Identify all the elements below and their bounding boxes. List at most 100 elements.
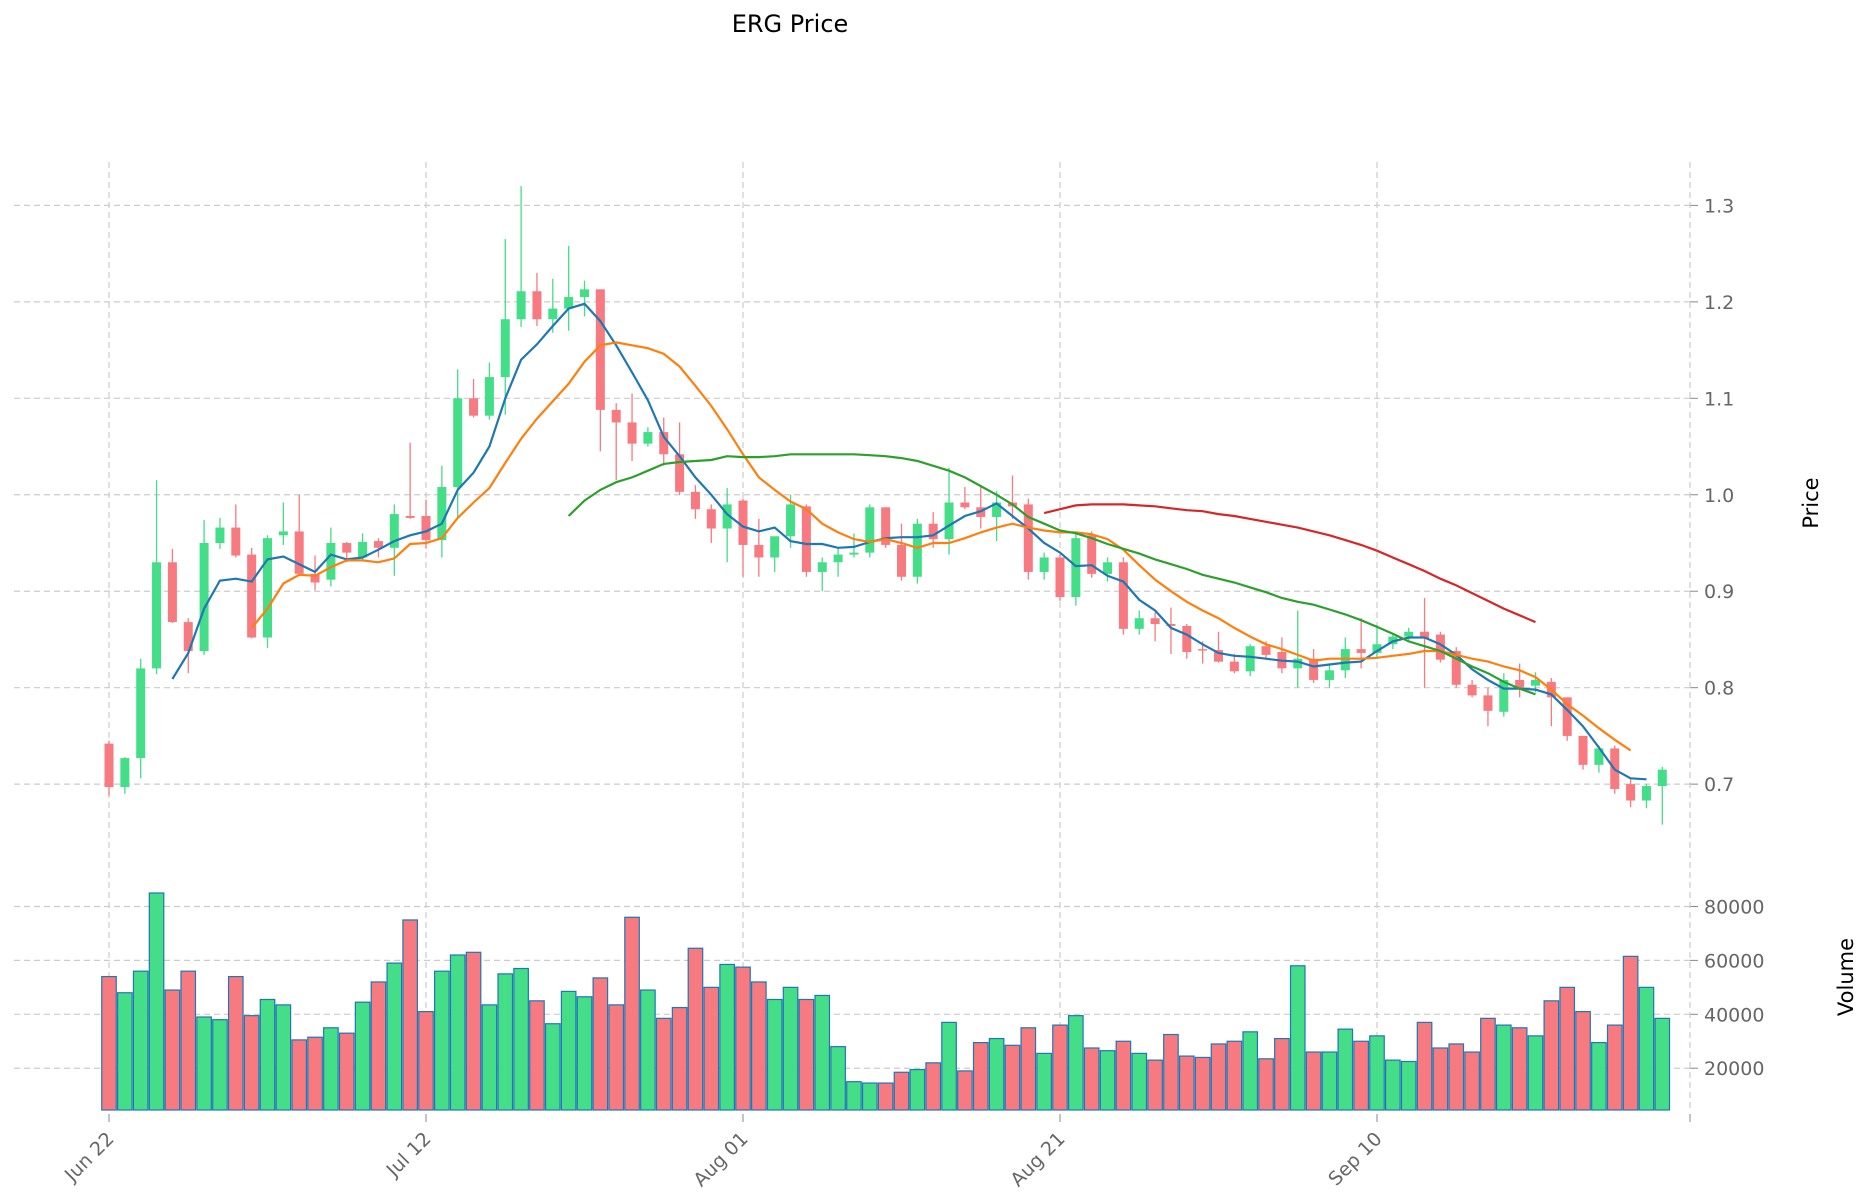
volume-bar [227,975,244,1111]
candle-body [484,377,494,416]
candle-body [817,562,827,572]
volume-bar [434,970,450,1111]
volume-bar [259,998,276,1111]
volume-bar [560,990,577,1111]
candle-body [1467,684,1477,696]
candle-body [1198,649,1208,651]
candle-body [675,454,685,492]
candle-body [849,552,859,555]
candle-body [1118,562,1128,629]
candle-body [373,541,383,548]
volume-bar [1321,1051,1338,1111]
candle-body [278,531,288,536]
volume-bar [1052,1024,1068,1111]
volume-bar [1638,986,1655,1111]
candle-body [1293,658,1303,669]
candle-body [912,523,922,577]
candle-body [770,536,780,558]
volume-bar [624,916,640,1111]
volume-bar [529,1000,545,1111]
candle-body [1071,538,1081,598]
candle-body [1023,504,1033,572]
volume-bar [1575,1011,1591,1111]
candle-body [469,398,479,416]
volume-bar [243,1015,260,1111]
volume-bar [1384,1059,1401,1111]
candle-body [928,523,938,540]
candle-body [833,554,843,563]
candle-body [580,289,589,298]
candle-body [595,289,605,410]
volume-bar [576,996,593,1111]
date-tick-label: Jul 12 [382,1128,436,1182]
volume-bar [148,892,165,1111]
candle-body [500,319,510,378]
volume-bar [1353,1040,1370,1111]
candle-body [1372,644,1382,653]
volume-bar [1591,1042,1607,1111]
volume-bar [1432,1047,1449,1111]
volume-bar [481,1004,498,1111]
volume-bar [513,967,529,1111]
ma-line-ma-10 [250,341,1632,752]
volume-bar [1020,1027,1037,1111]
volume-bar [671,1006,688,1111]
volume-bar [1289,965,1306,1111]
volume-bar [101,975,117,1111]
candle-body [453,398,463,488]
volume-bar [782,986,799,1111]
volume-bar [1543,1000,1560,1111]
volume-bar [1622,955,1639,1111]
volume-bar [497,973,514,1111]
price-tick-label: 1.1 [1704,388,1734,410]
volume-bar [544,1023,561,1111]
candle-body [1483,695,1493,711]
volume-bar [418,1011,434,1111]
candle-body [215,527,225,543]
candle-body [564,297,574,309]
candle-body [1039,557,1049,572]
candle-body [389,514,399,548]
candle-body [1261,646,1271,655]
volume-bar [687,947,704,1111]
volume-bar [1178,1055,1195,1111]
volume-bar [750,981,767,1111]
candle-body [358,542,368,558]
candle-body [1499,679,1509,712]
volume-bar [275,1004,292,1111]
volume-bar [1194,1056,1211,1111]
volume-bar [291,1039,308,1111]
candle-body [1245,646,1255,672]
volume-bar [766,998,783,1111]
candle-body [294,531,304,574]
candle-body [421,515,431,541]
volume-tick-label: 80000 [1704,896,1764,918]
candle-body [1641,786,1651,801]
volume-bar [402,919,418,1111]
volume-bar [1369,1035,1385,1111]
volume-bar [1305,1051,1322,1111]
candle-body [152,562,162,669]
volume-bar [1464,1051,1480,1111]
candle-body [1451,651,1461,685]
candle-body [944,502,954,540]
volume-bar [592,977,609,1111]
candle-body [1562,697,1572,736]
volume-bar [449,954,466,1111]
volume-tick-label: 20000 [1704,1058,1764,1080]
volume-bar [1067,1015,1084,1111]
candle-body [643,432,653,444]
candle-body [754,544,764,558]
volume-bar [1337,1028,1354,1111]
volume-bar [1480,1017,1496,1111]
volume-bar [338,1032,355,1111]
candle-body [1356,649,1366,653]
volume-bar [1036,1052,1053,1111]
date-tick-label: Sep 10 [1324,1128,1386,1190]
candle-body [1166,624,1176,626]
volume-bar [1099,1050,1116,1111]
candle-body [786,504,796,537]
candle-body [167,562,177,623]
volume-bar [1226,1040,1243,1111]
